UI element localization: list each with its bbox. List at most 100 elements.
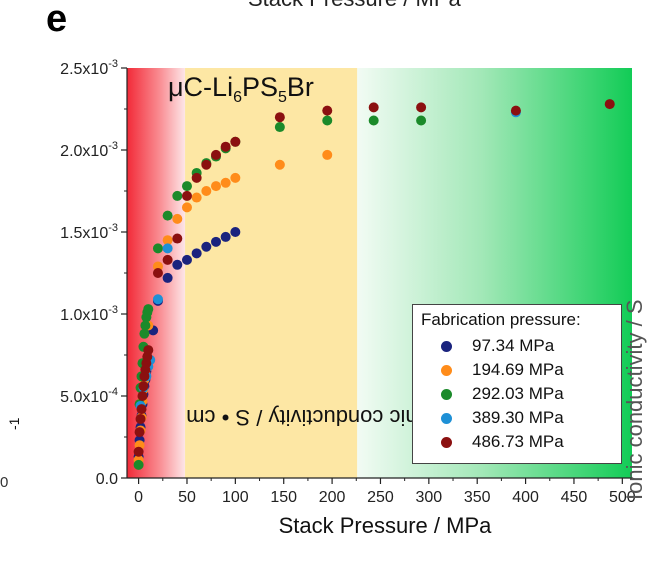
legend-marker — [441, 436, 452, 448]
data-point — [136, 404, 147, 415]
data-point — [181, 181, 192, 192]
y-tick-label: 5.0x10-4 — [60, 386, 118, 406]
legend-marker — [441, 364, 452, 376]
data-point — [230, 227, 241, 237]
cropped-top-axis-label: Stack Pressure / MPa — [248, 0, 461, 12]
data-point — [139, 328, 150, 339]
data-point — [230, 136, 241, 147]
data-point — [135, 413, 146, 424]
data-point — [143, 345, 154, 356]
legend-marker — [441, 412, 452, 424]
legend-item: 97.34 MPa — [421, 334, 613, 358]
x-tick-label: 350 — [464, 489, 491, 506]
legend-item: 389.30 MPa — [421, 406, 613, 430]
data-point — [181, 190, 192, 201]
y-tick-label: 1.0x10-3 — [60, 304, 118, 324]
data-point — [137, 391, 148, 401]
data-point — [416, 115, 427, 126]
legend-items: 97.34 MPa 194.69 MPa 292.03 MPa 389.30 MPa 4… — [421, 334, 613, 454]
cropped-right-axis-label: Ionic conductivity / S • cm — [618, 300, 648, 500]
data-point — [162, 272, 173, 283]
data-points — [133, 99, 615, 470]
y-tick-label: 0.0 — [96, 471, 118, 488]
data-point — [211, 149, 222, 160]
data-point — [152, 243, 163, 254]
data-point — [133, 459, 144, 470]
data-point — [152, 268, 163, 278]
data-point — [230, 172, 241, 183]
data-point — [162, 254, 173, 265]
x-tick-label: 400 — [512, 489, 539, 506]
legend-marker — [441, 388, 452, 400]
data-point — [172, 190, 183, 201]
series-5 — [133, 99, 615, 457]
data-point — [274, 122, 285, 133]
x-tick-label: 0 — [134, 489, 143, 506]
data-point — [604, 99, 615, 110]
data-point — [274, 159, 285, 170]
data-point — [322, 149, 333, 160]
legend-label: 486.73 MPa — [472, 432, 564, 451]
material-label: μC-Li6PS5Br — [168, 72, 314, 106]
data-point — [191, 192, 202, 203]
legend-item: 292.03 MPa — [421, 382, 613, 406]
data-point — [140, 320, 151, 331]
right-axis-label-text: Ionic conductivity / S • cm — [622, 300, 647, 500]
data-point — [172, 213, 183, 224]
x-tick-label: 450 — [561, 489, 588, 506]
data-point — [162, 243, 173, 254]
legend-label: 292.03 MPa — [472, 384, 564, 403]
data-point — [191, 172, 202, 183]
data-point — [368, 115, 379, 126]
axes: 0 50 100 150 200 250 300 350 400 450 500 0.0 5.0x10-… — [60, 58, 636, 506]
data-point — [220, 141, 231, 152]
data-point — [368, 102, 379, 113]
data-point — [322, 115, 333, 126]
data-point — [152, 294, 163, 305]
data-point — [162, 210, 173, 221]
x-tick-label: 500 — [609, 489, 636, 506]
legend-label: 194.69 MPa — [472, 360, 564, 379]
data-point — [172, 259, 183, 270]
data-point — [143, 304, 154, 315]
data-point — [191, 248, 202, 259]
x-tick-label: 150 — [270, 489, 297, 506]
data-point — [133, 446, 144, 457]
data-point — [181, 202, 192, 213]
x-tick-label: 250 — [367, 489, 394, 506]
x-tick-label: 100 — [222, 489, 249, 506]
data-point — [510, 105, 521, 116]
legend-item: 486.73 MPa — [421, 430, 613, 454]
data-point — [172, 233, 183, 244]
data-point — [201, 159, 212, 170]
data-point — [220, 231, 231, 242]
legend-title: Fabrication pressure: — [421, 310, 581, 329]
panel-label: e — [46, 0, 68, 40]
data-point — [220, 177, 231, 188]
legend: Fabrication pressure: 97.34 MPa 194.69 MP… — [412, 304, 622, 464]
legend-marker — [441, 340, 452, 352]
data-point — [416, 102, 427, 113]
data-point — [181, 254, 192, 265]
cropped-left-tick: 0 — [0, 474, 9, 491]
x-tick-label: 300 — [415, 489, 442, 506]
legend-label: 97.34 MPa — [472, 336, 555, 355]
data-point — [162, 235, 173, 246]
data-point — [134, 427, 145, 438]
data-point — [211, 181, 222, 192]
y-tick-label: 1.5x10-3 — [60, 222, 118, 242]
region-yellow — [185, 68, 358, 478]
data-point — [201, 186, 212, 196]
x-tick-label: 200 — [319, 489, 346, 506]
y-tick-label: 2.5x10-3 — [60, 58, 118, 78]
legend-item: 194.69 MPa — [421, 358, 613, 382]
y-axis-label: Ionic conductivity / S • cm -1 — [6, 405, 436, 430]
legend-label: 389.30 MPa — [472, 408, 564, 427]
data-point — [322, 105, 333, 116]
x-axis-label: Stack Pressure / MPa — [278, 513, 492, 538]
data-point — [138, 381, 149, 392]
data-point — [274, 112, 285, 123]
y-tick-label: 2.0x10-3 — [60, 140, 118, 160]
data-point — [201, 241, 212, 252]
